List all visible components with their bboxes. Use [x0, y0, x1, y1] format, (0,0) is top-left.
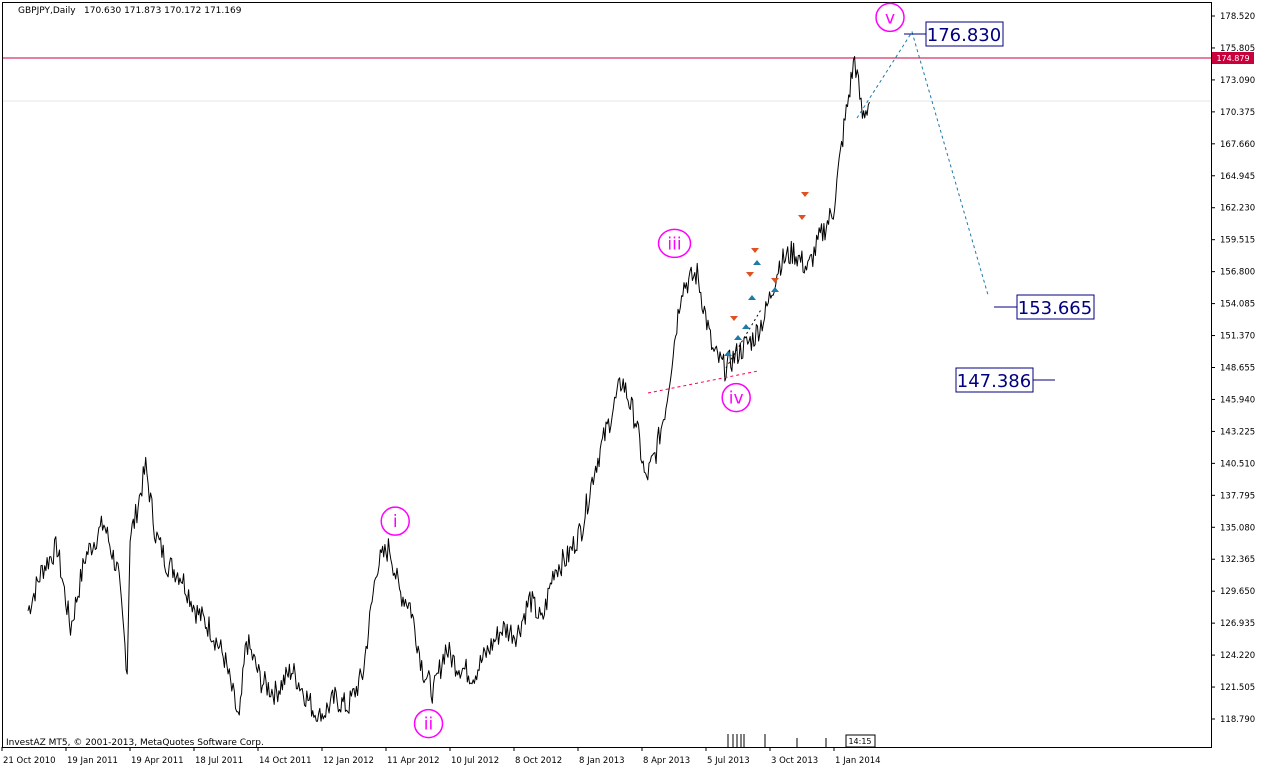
target-147386: 147.386: [955, 367, 1055, 393]
x-tick-label: 18 Jul 2011: [195, 756, 243, 766]
y-tick-label: 162.230: [1220, 204, 1255, 214]
wave-label-text: iii: [667, 234, 681, 254]
symbol-label: GBPJPY,Daily: [18, 6, 76, 16]
y-tick-label: 118.790: [1220, 715, 1255, 725]
x-axis: 21 Oct 2010 19 Jan 2011 19 Apr 2011 18 Jul …: [1, 747, 881, 766]
x-tick-label: 10 Jul 2012: [451, 756, 499, 766]
signal-arrows: [724, 192, 809, 356]
wave-label-circle: [657, 228, 692, 259]
wave-label-i: i: [380, 506, 410, 536]
current-price-text: 174.879: [1216, 54, 1249, 63]
wave-label-iv: iv: [721, 382, 751, 413]
x-tick-label: 3 Oct 2013: [771, 756, 818, 766]
x-tick-label: 12 Jan 2012: [323, 756, 374, 766]
target-153665: 153.665: [994, 294, 1095, 320]
wave-label-text: v: [885, 8, 895, 28]
price-series-line: [27, 56, 870, 722]
y-tick-label: 159.515: [1220, 236, 1255, 246]
y-tick-label: 121.505: [1220, 683, 1255, 693]
wave-label-circle: [413, 708, 444, 739]
copyright-label: InvestAZ MT5, © 2001-2013, MetaQuotes So…: [6, 738, 264, 748]
bottom-tick-marks: [727, 734, 827, 747]
y-tick-label: 126.935: [1220, 619, 1255, 629]
wave-label-ii: ii: [413, 708, 444, 739]
wave-iv-channel: [725, 307, 763, 369]
wave-label-text: ii: [424, 715, 433, 735]
time-box: 14:15: [845, 734, 876, 748]
y-axis: 178.520 175.805 173.090 170.375 167.660 164.9…: [1211, 12, 1255, 725]
x-tick-label: 19 Jan 2011: [67, 756, 118, 766]
x-tick-label: 8 Apr 2013: [643, 756, 690, 766]
ohlc-label: 170.630 171.873 170.172 171.169: [84, 6, 242, 16]
wave-label-text: i: [393, 512, 398, 532]
time-box-text: 14:15: [848, 737, 871, 746]
y-tick-label: 129.650: [1220, 587, 1255, 597]
y-tick-label: 124.220: [1220, 651, 1255, 661]
y-tick-label: 175.805: [1220, 44, 1255, 54]
target-176830-text: 176.830: [927, 25, 1001, 46]
wave-label-circle: [875, 2, 905, 33]
current-price-tag: 174.879: [1212, 52, 1254, 64]
wave-label-iii: iii: [657, 228, 692, 259]
wave-v-projection: [856, 30, 989, 296]
y-tick-label: 132.365: [1220, 555, 1255, 565]
y-tick-label: 164.945: [1220, 172, 1255, 182]
y-tick-label: 140.510: [1220, 459, 1255, 469]
y-tick-label: 143.225: [1220, 427, 1255, 437]
wave-label-circle: [380, 506, 410, 536]
wave-label-v: v: [875, 2, 905, 33]
y-tick-label: 156.800: [1220, 268, 1255, 278]
target-176830: 176.830: [904, 21, 1004, 47]
y-tick-label: 178.520: [1220, 12, 1255, 22]
y-tick-label: 170.375: [1220, 108, 1255, 118]
y-tick-label: 154.085: [1220, 300, 1255, 310]
target-147386-text: 147.386: [957, 371, 1031, 392]
y-tick-label: 137.795: [1220, 491, 1255, 501]
y-tick-label: 173.090: [1220, 76, 1255, 86]
y-tick-label: 151.370: [1220, 332, 1255, 342]
x-tick-label: 21 Oct 2010: [3, 756, 56, 766]
y-tick-label: 148.655: [1220, 364, 1255, 374]
wave-label-circle: [721, 382, 751, 413]
x-tick-label: 8 Oct 2012: [515, 756, 562, 766]
x-tick-label: 8 Jan 2013: [579, 756, 625, 766]
x-tick-label: 19 Apr 2011: [131, 756, 184, 766]
wave-iv-trendline: [647, 370, 759, 394]
y-tick-label: 167.660: [1220, 140, 1255, 150]
x-tick-label: 11 Apr 2012: [387, 756, 440, 766]
y-tick-label: 145.940: [1220, 395, 1255, 405]
target-153665-text: 153.665: [1018, 298, 1092, 319]
x-tick-label: 14 Oct 2011: [259, 756, 312, 766]
x-tick-label: 1 Jan 2014: [835, 756, 881, 766]
plot-frame: [2, 2, 1212, 748]
x-tick-label: 5 Jul 2013: [707, 756, 750, 766]
wave-label-text: iv: [729, 389, 744, 409]
y-tick-label: 135.080: [1220, 523, 1255, 533]
